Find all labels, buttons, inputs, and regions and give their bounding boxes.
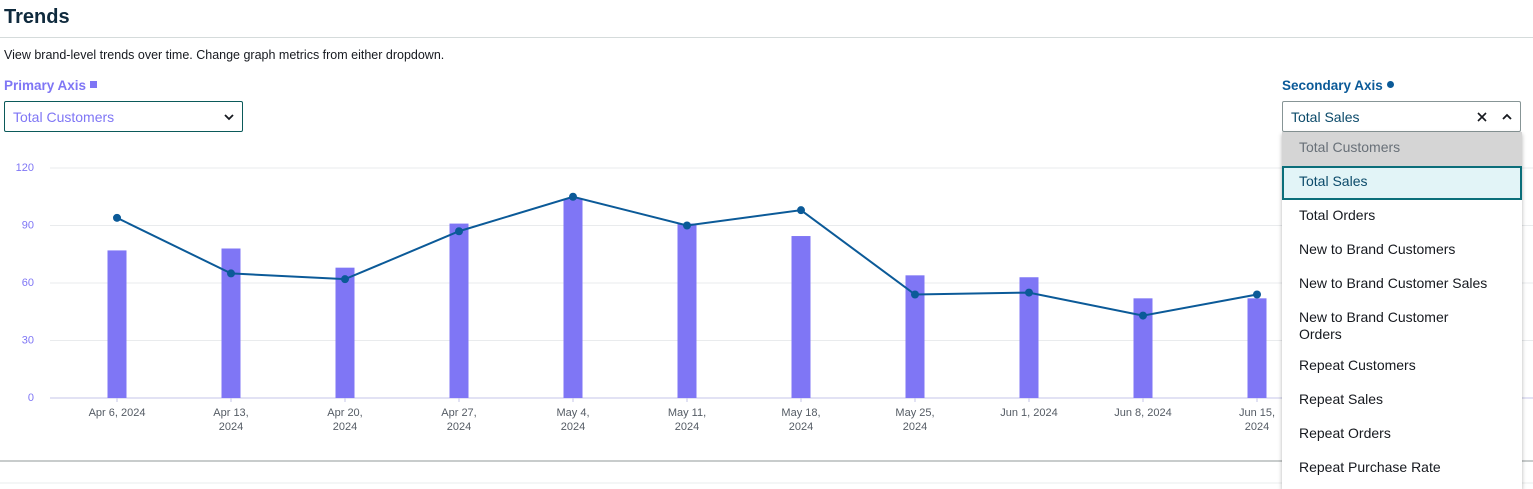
divider [0, 37, 1533, 38]
x-tick-label: May 4, 2024 [556, 407, 590, 433]
dropdown-option[interactable]: Repeat Sales [1299, 391, 1384, 407]
secondary-axis-label: Secondary Axis [1282, 78, 1394, 93]
dropdown-option[interactable]: New to Brand Customers [1299, 241, 1456, 257]
bar [905, 275, 925, 398]
x-tick-label: Apr 13, 2024 [213, 407, 249, 433]
square-icon [89, 81, 97, 88]
dropdown-option[interactable]: Total Orders [1299, 207, 1376, 223]
primary-dropdown[interactable]: Total Customers [4, 101, 243, 132]
point [113, 213, 121, 222]
x-tick-label: May 18, 2024 [781, 407, 821, 433]
dropdown-option[interactable]: Repeat Purchase Rate [1299, 459, 1441, 475]
bar [677, 223, 697, 398]
bar [791, 236, 811, 398]
bar [107, 250, 127, 398]
chevron-up [1502, 113, 1512, 120]
y-tick-label: 30 [22, 334, 34, 346]
section-title: Trends [4, 6, 70, 28]
point [341, 275, 349, 284]
x-tick-label: Jun 1, 2024 [1000, 407, 1058, 419]
primary-axis-label: Primary Axis [4, 78, 97, 93]
bar [449, 223, 469, 398]
chevron-down [224, 114, 234, 121]
dropdown-value: Total Sales [1291, 109, 1360, 125]
point [227, 269, 235, 278]
dropdown-option[interactable]: Repeat Customers [1299, 357, 1416, 373]
point [1139, 311, 1147, 320]
bar [335, 267, 355, 398]
point [455, 227, 463, 236]
point [797, 206, 805, 215]
description: View brand-level trends over time. Chang… [4, 48, 445, 62]
y-tick-label: 0 [28, 392, 34, 404]
x-tick-label: May 11, 2024 [667, 407, 707, 433]
dropdown-option[interactable]: New to Brand Customer Orders [1299, 309, 1449, 342]
bar [1019, 277, 1039, 398]
dropdown-option[interactable]: New to Brand Customer Sales [1299, 275, 1488, 291]
x-tick-label: Jun 8, 2024 [1114, 407, 1172, 419]
dropdown-value: Total Customers [13, 109, 115, 125]
y-tick-label: 60 [22, 277, 34, 289]
point [569, 192, 577, 201]
x-tick-label: Jun 15, 2024 [1238, 407, 1276, 433]
dot-icon [1386, 81, 1394, 88]
y-tick-label: 90 [22, 219, 34, 231]
x-tick-label: Apr 27, 2024 [441, 407, 477, 433]
dropdown-option[interactable]: Total Customers [1282, 132, 1522, 166]
x-tick-label: Apr 6, 2024 [88, 407, 146, 419]
bar [1247, 298, 1267, 398]
label-text: Primary Axis [4, 78, 87, 93]
bar [1133, 298, 1153, 398]
x-tick-label: May 25, 2024 [895, 407, 935, 433]
clear-button[interactable] [1476, 111, 1488, 123]
label-text: Secondary Axis [1282, 78, 1383, 93]
point [1253, 290, 1261, 299]
point [1025, 288, 1033, 297]
dropdown-option[interactable]: Total Sales [1282, 166, 1522, 200]
bar [563, 198, 583, 398]
point [911, 290, 919, 299]
dropdown-option[interactable]: Repeat Orders [1299, 425, 1391, 441]
dropdown-list: Total Customers Total Sales Total Orders Ne… [1282, 132, 1522, 489]
point [683, 221, 691, 230]
secondary-dropdown[interactable]: Total Sales [1282, 101, 1521, 132]
bar [221, 248, 241, 398]
x-tick-label: Apr 20, 2024 [327, 407, 363, 433]
y-tick-label: 120 [16, 162, 34, 174]
